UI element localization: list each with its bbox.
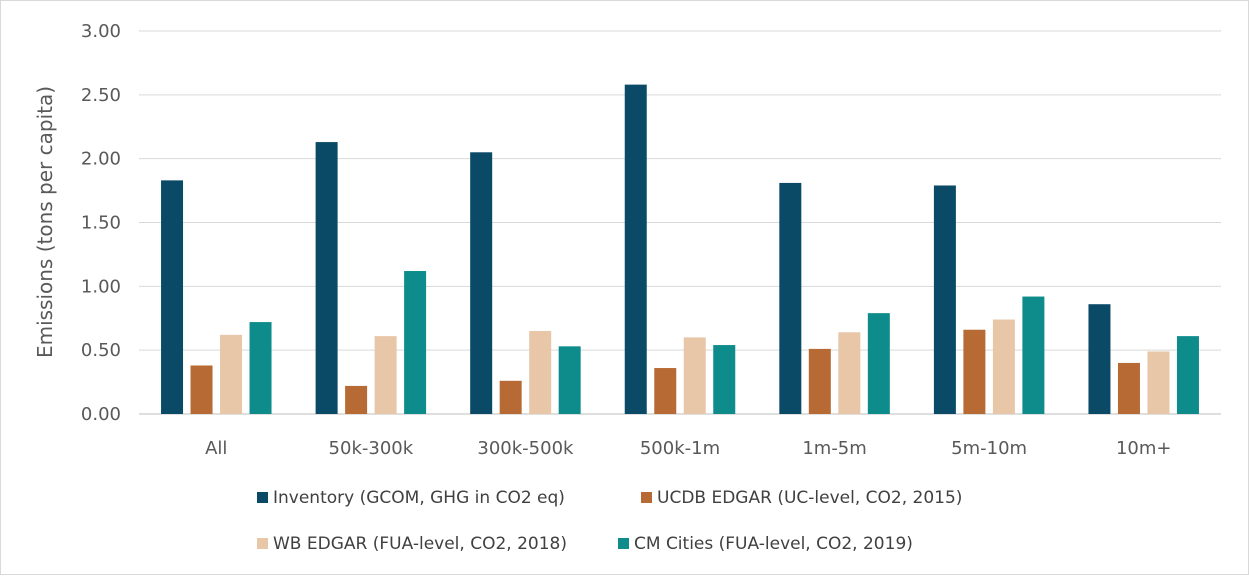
bar-All-series-3 — [220, 334, 243, 414]
bar-10m+-series-3 — [1147, 351, 1170, 414]
gridlines — [139, 30, 1221, 415]
y-tick-label: 3.00 — [81, 21, 121, 42]
legend-label: WB EDGAR (FUA-level, CO2, 2018) — [273, 534, 567, 554]
bar-50k-300k-series-1 — [315, 142, 338, 414]
bar-5m-10m-series-2 — [963, 329, 986, 414]
bar-1m-5m-series-1 — [779, 182, 802, 414]
bar-1m-5m-series-4 — [867, 313, 890, 414]
bar-10m+-series-2 — [1117, 362, 1140, 414]
legend-swatch — [257, 538, 268, 549]
x-tick-label: All — [205, 438, 227, 459]
legend-label: UCDB EDGAR (UC-level, CO2, 2015) — [657, 488, 962, 508]
y-tick-label: 0.50 — [81, 340, 121, 361]
legend-swatch — [257, 492, 268, 503]
legend-swatch — [618, 538, 629, 549]
bar-500k-1m-series-2 — [654, 368, 677, 414]
legend-label: Inventory (GCOM, GHG in CO2 eq) — [273, 488, 565, 508]
y-tick-label: 2.50 — [81, 85, 121, 106]
bar-1m-5m-series-3 — [838, 332, 861, 414]
bar-All-series-4 — [249, 322, 272, 414]
x-tick-label: 1m-5m — [802, 438, 866, 459]
bar-500k-1m-series-3 — [683, 337, 706, 414]
y-tick-label: 0.00 — [81, 404, 121, 425]
bar-300k-500k-series-1 — [470, 152, 493, 415]
x-tick-label: 500k-1m — [640, 438, 720, 459]
legend-swatch — [641, 492, 652, 503]
legend-label: CM Cities (FUA-level, CO2, 2019) — [634, 534, 913, 554]
y-tick-labels: 0.00 0.50 1.00 1.50 2.00 2.50 3.00 — [81, 21, 121, 425]
x-tick-label: 300k-500k — [477, 438, 574, 459]
bar-5m-10m-series-1 — [933, 185, 956, 414]
legend-item: Inventory (GCOM, GHG in CO2 eq) — [257, 488, 565, 508]
bar-300k-500k-series-2 — [499, 380, 522, 414]
bar-50k-300k-series-2 — [345, 385, 368, 414]
bar-10m+-series-4 — [1176, 336, 1199, 414]
y-tick-label: 1.00 — [81, 276, 121, 297]
x-tick-label: 50k-300k — [329, 438, 414, 459]
x-tick-labels: All 50k-300k 300k-500k 500k-1m 1m-5m 5m-10m 10… — [205, 438, 1171, 459]
y-axis-label: Emissions (tons per capita) — [33, 86, 57, 358]
bar-50k-300k-series-4 — [404, 271, 427, 414]
legend-item: WB EDGAR (FUA-level, CO2, 2018) — [257, 534, 567, 554]
bar-All-series-2 — [190, 365, 213, 414]
bar-series — [161, 84, 1199, 415]
bar-All-series-1 — [161, 180, 184, 414]
x-tick-label: 5m-10m — [951, 438, 1027, 459]
bar-300k-500k-series-3 — [529, 331, 552, 414]
y-tick-label: 2.00 — [81, 149, 121, 170]
bar-500k-1m-series-1 — [624, 84, 647, 415]
legend-item: CM Cities (FUA-level, CO2, 2019) — [618, 534, 913, 554]
bar-5m-10m-series-3 — [992, 319, 1015, 414]
bar-50k-300k-series-3 — [374, 336, 397, 414]
legend-item: UCDB EDGAR (UC-level, CO2, 2015) — [641, 488, 962, 508]
bar-1m-5m-series-2 — [808, 348, 831, 414]
bar-5m-10m-series-4 — [1022, 296, 1045, 414]
legend: Inventory (GCOM, GHG in CO2 eq) UCDB EDGA… — [257, 488, 962, 554]
bar-500k-1m-series-4 — [713, 345, 736, 414]
y-tick-label: 1.50 — [81, 213, 121, 234]
bar-300k-500k-series-4 — [558, 346, 581, 414]
x-tick-label: 10m+ — [1116, 438, 1172, 459]
bar-10m+-series-1 — [1088, 304, 1111, 414]
